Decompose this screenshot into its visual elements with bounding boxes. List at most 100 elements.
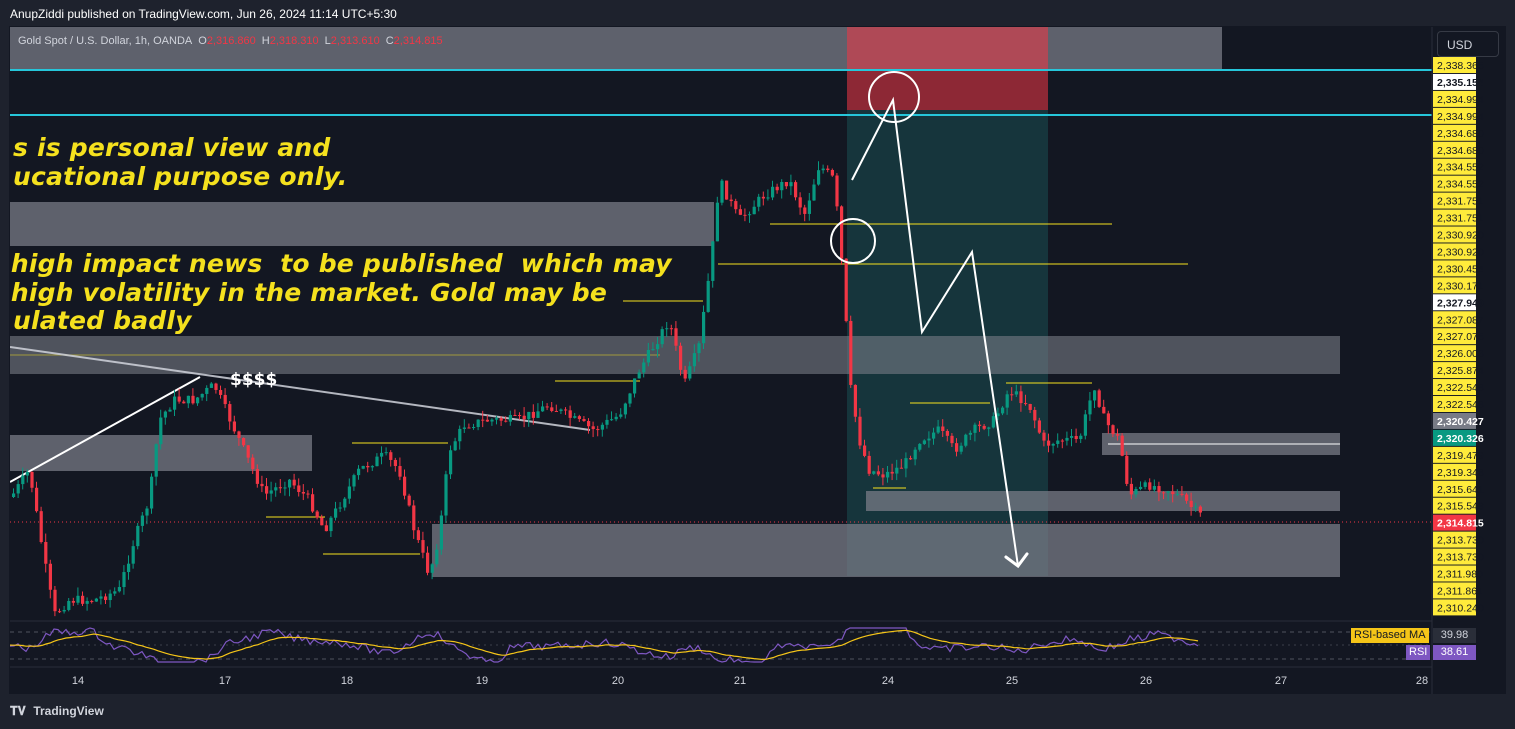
price-tag-bg xyxy=(1433,345,1476,362)
candle-body xyxy=(315,511,319,518)
candle-body xyxy=(232,421,236,432)
candle-body xyxy=(1051,443,1055,446)
candle-body xyxy=(554,410,558,412)
candle-body xyxy=(867,455,871,474)
candle-body xyxy=(361,465,365,469)
price-axis-label: 2,322.546 xyxy=(1437,399,1484,411)
price-tag-bg xyxy=(1433,412,1476,429)
candle-body xyxy=(476,419,480,428)
circle-top xyxy=(868,71,920,123)
candle-body xyxy=(403,476,407,496)
price-axis-label: 2,338.365 xyxy=(1437,60,1484,72)
candle-body xyxy=(876,471,880,475)
candle-body xyxy=(223,394,227,405)
candle-body xyxy=(817,170,821,185)
candle-body xyxy=(1014,391,1018,395)
candle-body xyxy=(136,525,140,547)
candle-body xyxy=(918,443,922,450)
price-axis-label: 2,330.920 xyxy=(1437,246,1484,258)
candle-body xyxy=(752,206,756,215)
candle-body xyxy=(904,458,908,469)
candle-body xyxy=(334,508,338,518)
candle-body xyxy=(725,180,729,200)
candle-body xyxy=(499,418,503,421)
candle-body xyxy=(186,395,190,404)
candle-body xyxy=(1134,488,1138,495)
footer[interactable]: 𝐓𝐕 TradingView xyxy=(10,704,104,719)
candle-body xyxy=(1139,486,1143,489)
price-tag-bg xyxy=(1433,107,1476,124)
candle-body xyxy=(1143,482,1147,487)
price-tag-bg xyxy=(1433,294,1476,311)
candle-body xyxy=(1116,434,1120,436)
candle-body xyxy=(145,508,149,516)
candle-body xyxy=(518,415,522,417)
candle-body xyxy=(803,207,807,214)
candle-body xyxy=(550,407,554,411)
candle-body xyxy=(90,601,94,603)
circle-mid xyxy=(830,218,876,264)
candle-body xyxy=(508,415,512,422)
candle-body xyxy=(757,196,761,207)
price-tag-bg xyxy=(1433,209,1476,226)
candle-body xyxy=(840,206,844,259)
price-axis-label: 2,327.949 xyxy=(1437,297,1484,309)
candle-body xyxy=(1005,394,1009,408)
candle-body xyxy=(380,452,384,457)
price-tag-bg xyxy=(1433,497,1476,514)
candle-body xyxy=(122,572,126,588)
candle-body xyxy=(945,431,949,436)
candle-body xyxy=(393,459,397,467)
candle-body xyxy=(527,411,531,420)
candle-body xyxy=(531,411,535,418)
high-value: 2,318.310 xyxy=(269,35,319,47)
candle-body xyxy=(605,419,609,425)
price-tag-bg xyxy=(1433,396,1476,412)
candle-body xyxy=(94,598,98,602)
price-tag-bg xyxy=(1433,429,1476,446)
candle-body xyxy=(697,343,701,354)
candle-body xyxy=(292,479,296,486)
candle-body xyxy=(743,214,747,216)
candle-body xyxy=(830,169,834,176)
candle-body xyxy=(711,241,715,281)
candle-body xyxy=(1083,414,1087,436)
candle-body xyxy=(449,450,453,475)
candle-body xyxy=(807,200,811,214)
price-axis-label: 2,334.552 xyxy=(1437,162,1484,174)
candle-body xyxy=(35,487,39,512)
candle-body xyxy=(720,180,724,203)
price-axis-label: 2,330.171 xyxy=(1437,280,1484,292)
candle-body xyxy=(651,349,655,351)
price-axis-label: 2,325.874 xyxy=(1437,365,1484,377)
time-axis-label: 14 xyxy=(72,675,84,687)
candle-body xyxy=(1019,391,1023,404)
candle-body xyxy=(941,426,945,432)
candle-body xyxy=(269,490,273,494)
candle-body xyxy=(53,589,57,612)
currency-button[interactable]: USD xyxy=(1437,31,1499,57)
trendline-white-up xyxy=(10,376,201,483)
note-line-1: s is personal view and xyxy=(13,133,331,162)
candle-body xyxy=(798,197,802,208)
low-label: L xyxy=(324,35,331,47)
candle-body xyxy=(435,549,439,565)
candle-body xyxy=(163,411,167,418)
price-axis-label: 2,319.479 xyxy=(1437,450,1484,462)
tradingview-logo-icon: 𝐓𝐕 xyxy=(10,704,26,718)
candle-body xyxy=(922,440,926,444)
symbol-legend[interactable]: Gold Spot / U.S. Dollar, 1h, OANDA O2,316… xyxy=(18,35,443,47)
candle-body xyxy=(1056,440,1060,444)
candle-body xyxy=(472,427,476,429)
candle-body xyxy=(81,595,85,604)
zone-5 xyxy=(866,491,1340,511)
price-tag-bg xyxy=(1433,73,1476,90)
candle-body xyxy=(623,403,627,415)
candle-body xyxy=(274,487,278,491)
candle-body xyxy=(522,415,526,420)
candle-body xyxy=(260,483,264,487)
candle-body xyxy=(1079,435,1083,440)
candle-body xyxy=(794,182,798,198)
candle-body xyxy=(338,507,342,509)
